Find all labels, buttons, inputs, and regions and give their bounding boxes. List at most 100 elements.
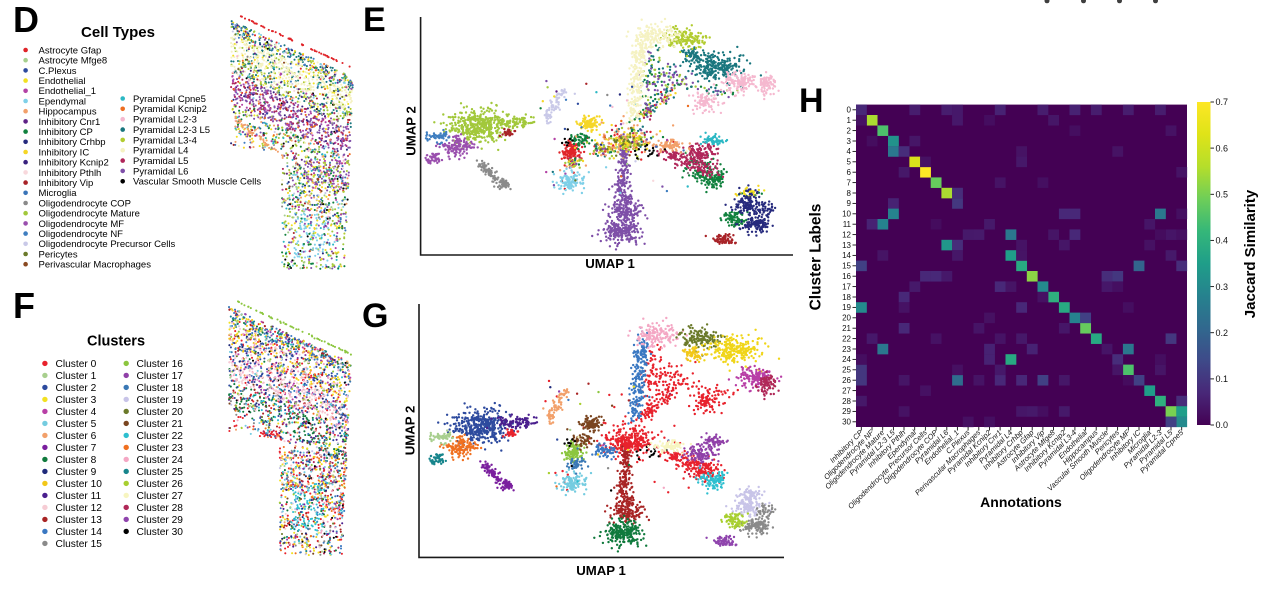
svg-text:Astrocyte Mfge8: Astrocyte Mfge8	[39, 56, 108, 67]
svg-text:Endothelial_1: Endothelial_1	[39, 86, 97, 97]
svg-text:Inhibitory Cnr1: Inhibitory Cnr1	[39, 117, 101, 128]
svg-text:Cluster 10: Cluster 10	[56, 479, 103, 490]
svg-text:28: 28	[842, 397, 851, 406]
svg-text:Inhibitory CP: Inhibitory CP	[39, 127, 93, 138]
svg-text:Cluster 3: Cluster 3	[56, 395, 97, 406]
svg-text:Cluster 7: Cluster 7	[56, 443, 97, 454]
svg-text:Cluster 27: Cluster 27	[137, 491, 184, 502]
svg-text:Cluster Labels: Cluster Labels	[808, 204, 825, 311]
svg-text:Cluster 25: Cluster 25	[137, 467, 184, 478]
svg-text:Cluster 20: Cluster 20	[137, 407, 184, 418]
svg-text:Inhibitory Pthlh: Inhibitory Pthlh	[39, 168, 102, 179]
svg-text:Cluster 0: Cluster 0	[56, 359, 97, 370]
svg-text:Oligodendrocyte Mature: Oligodendrocyte Mature	[39, 209, 140, 220]
svg-text:Cluster 17: Cluster 17	[137, 371, 184, 382]
svg-text:1: 1	[847, 116, 852, 125]
svg-text:29: 29	[842, 407, 851, 416]
svg-text:23: 23	[842, 345, 851, 354]
svg-text:Cluster 21: Cluster 21	[137, 419, 184, 430]
svg-text:Cluster 29: Cluster 29	[137, 515, 184, 526]
svg-text:Pyramidal L2-3: Pyramidal L2-3	[133, 115, 197, 126]
svg-text:Cluster 2: Cluster 2	[56, 383, 97, 394]
svg-text:Pericytes: Pericytes	[39, 249, 78, 260]
svg-text:7: 7	[847, 178, 852, 187]
svg-text:Cell Types: Cell Types	[81, 24, 155, 41]
svg-text:8: 8	[847, 189, 852, 198]
svg-text:G: G	[362, 297, 388, 335]
svg-text:22: 22	[842, 334, 851, 343]
svg-text:Oligodendrocyte COP: Oligodendrocyte COP	[39, 198, 131, 209]
svg-text:Pyramidal L2-3 L5: Pyramidal L2-3 L5	[133, 125, 210, 136]
svg-text:Cluster 26: Cluster 26	[137, 479, 184, 490]
svg-text:H: H	[799, 82, 824, 120]
svg-text:Pyramidal L4: Pyramidal L4	[133, 146, 188, 157]
svg-text:13: 13	[842, 241, 851, 250]
svg-text:Cluster 15: Cluster 15	[56, 539, 103, 550]
svg-text:Ependymal: Ependymal	[39, 96, 87, 107]
svg-text:UMAP 2: UMAP 2	[402, 406, 417, 456]
svg-text:2: 2	[847, 126, 852, 135]
svg-text:26: 26	[842, 376, 851, 385]
svg-text:27: 27	[842, 386, 851, 395]
svg-text:Cluster 23: Cluster 23	[137, 443, 184, 454]
svg-text:6: 6	[847, 168, 852, 177]
svg-text:18: 18	[842, 293, 851, 302]
svg-text:E: E	[363, 1, 386, 39]
svg-text:0.5: 0.5	[1216, 190, 1229, 200]
svg-text:30: 30	[842, 418, 851, 427]
svg-text:F: F	[13, 285, 35, 326]
svg-text:0.7: 0.7	[1216, 97, 1229, 107]
svg-text:Vascular Smooth Muscle Cells: Vascular Smooth Muscle Cells	[133, 177, 261, 188]
svg-text:0.2: 0.2	[1216, 328, 1229, 338]
svg-text:21: 21	[842, 324, 851, 333]
svg-text:Pyramidal L6: Pyramidal L6	[133, 166, 188, 177]
svg-text:Cluster 19: Cluster 19	[137, 395, 184, 406]
svg-text:10: 10	[842, 210, 851, 219]
svg-text:Cluster 5: Cluster 5	[56, 419, 97, 430]
svg-text:Cluster 18: Cluster 18	[137, 383, 184, 394]
svg-text:9: 9	[847, 199, 852, 208]
svg-text:Cluster 30: Cluster 30	[137, 527, 184, 538]
svg-text:0.4: 0.4	[1216, 236, 1229, 246]
svg-text:Cluster 16: Cluster 16	[137, 359, 184, 370]
svg-text:0.0: 0.0	[1216, 420, 1229, 430]
svg-text:Inhibitory Kcnip2: Inhibitory Kcnip2	[39, 158, 109, 169]
svg-text:Cluster 28: Cluster 28	[137, 503, 184, 514]
svg-text:Oligodendrocyte MF: Oligodendrocyte MF	[39, 219, 125, 230]
svg-text:Cluster 24: Cluster 24	[137, 455, 184, 466]
svg-text:Cluster 13: Cluster 13	[56, 515, 103, 526]
svg-text:Cluster 12: Cluster 12	[56, 503, 103, 514]
svg-text:24: 24	[842, 355, 851, 364]
svg-text:Annotations: Annotations	[980, 494, 1062, 510]
svg-text:Inhibitory IC: Inhibitory IC	[39, 147, 90, 158]
svg-text:UMAP 1: UMAP 1	[585, 256, 635, 271]
svg-text:11: 11	[843, 220, 852, 229]
svg-text:Cluster 14: Cluster 14	[56, 527, 103, 538]
svg-text:D: D	[13, 0, 39, 40]
svg-text:17: 17	[842, 282, 851, 291]
svg-text:0.1: 0.1	[1216, 374, 1229, 384]
svg-text:Pyramidal Cpne5: Pyramidal Cpne5	[133, 94, 206, 105]
svg-text:15: 15	[842, 262, 851, 271]
svg-text:0.3: 0.3	[1216, 282, 1229, 292]
svg-text:3: 3	[847, 137, 852, 146]
svg-text:Jaccard Similarity: Jaccard Similarity	[1242, 189, 1259, 318]
svg-text:14: 14	[842, 251, 851, 260]
svg-text:Astrocyte Gfap: Astrocyte Gfap	[39, 45, 102, 56]
svg-text:16: 16	[842, 272, 851, 281]
svg-text:Pyramidal Kcnip2: Pyramidal Kcnip2	[133, 104, 207, 115]
svg-text:UMAP 1: UMAP 1	[576, 563, 626, 578]
svg-text:19: 19	[842, 303, 851, 312]
svg-text:Cluster 6: Cluster 6	[56, 431, 97, 442]
svg-text:Cluster 9: Cluster 9	[56, 467, 97, 478]
svg-text:Cluster 1: Cluster 1	[56, 371, 97, 382]
svg-text:Clusters: Clusters	[87, 334, 145, 350]
svg-text:Cluster 22: Cluster 22	[137, 431, 184, 442]
svg-text:4: 4	[847, 147, 852, 156]
svg-text:0: 0	[847, 106, 852, 115]
svg-text:20: 20	[842, 314, 851, 323]
svg-text:Hippocampus: Hippocampus	[39, 107, 97, 118]
svg-text:Oligodendrocyte NF: Oligodendrocyte NF	[39, 229, 124, 240]
svg-text:UMAP 2: UMAP 2	[403, 106, 418, 156]
svg-text:5: 5	[847, 158, 852, 167]
